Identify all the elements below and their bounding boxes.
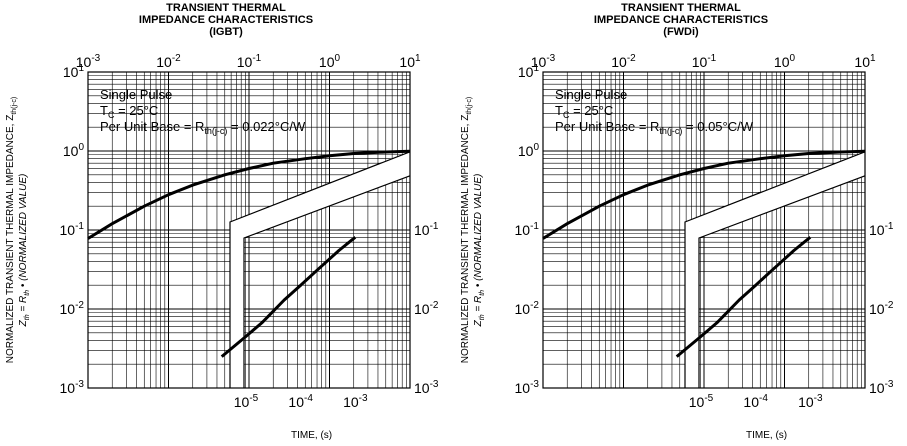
x-tick-label-bottom: 10-4 xyxy=(288,393,313,410)
region-separator xyxy=(685,151,865,388)
note-unit-base: Per Unit Base = Rth(j-c) = 0.022°C/W xyxy=(100,119,306,136)
chart-title-line1: TRANSIENT THERMAL xyxy=(621,2,741,14)
y-axis-label-sub: Zth = Rth • (NORMALIZED VALUE) xyxy=(18,174,31,328)
y-tick-label-right: 10-2 xyxy=(414,300,439,317)
y-tick-label-right: 10-2 xyxy=(869,300,894,317)
note-unit-base: Per Unit Base = Rth(j-c) = 0.05°C/W xyxy=(555,119,754,136)
y-tick-label-right: 10-1 xyxy=(869,221,894,238)
region-separator xyxy=(230,151,410,388)
chart-title-line2: IMPEDANCE CHARACTERISTICS xyxy=(593,14,769,26)
chart-title: TRANSIENT THERMAL IMPEDANCE CHARACTERIST… xyxy=(455,2,907,38)
y-tick-label-right: 10-3 xyxy=(869,379,894,396)
y-tick-label-left: 101 xyxy=(518,63,540,80)
chart-title: TRANSIENT THERMAL IMPEDANCE CHARACTERIST… xyxy=(0,2,452,38)
y-tick-label-left: 10-1 xyxy=(515,221,540,238)
chart-title-line1: TRANSIENT THERMAL xyxy=(166,2,286,14)
x-tick-label-top: 10-1 xyxy=(692,53,717,70)
y-tick-label-right: 10-3 xyxy=(414,379,439,396)
x-tick-label-top: 10-3 xyxy=(531,53,556,70)
x-axis-label: TIME, (s) xyxy=(291,430,332,441)
curve-upper-series xyxy=(87,149,411,240)
y-axis-label-sub: Zth = Rth • (NORMALIZED VALUE) xyxy=(473,174,486,328)
x-tick-label-top: 10-3 xyxy=(76,53,101,70)
x-tick-label-top: 101 xyxy=(399,53,421,70)
y-tick-label-left: 10-1 xyxy=(60,221,85,238)
note-single-pulse: Single Pulse xyxy=(555,87,627,102)
note-single-pulse: Single Pulse xyxy=(100,87,172,102)
x-tick-label-bottom: 10-3 xyxy=(343,393,368,410)
plot-frame xyxy=(87,71,411,389)
x-tick-label-bottom: 10-4 xyxy=(743,393,768,410)
plot-frame xyxy=(542,71,866,389)
y-tick-label-left: 101 xyxy=(63,63,85,80)
x-tick-label-top: 10-2 xyxy=(156,53,181,70)
chart-title-line3: (FWDi) xyxy=(663,26,699,38)
y-tick-label-left: 10-2 xyxy=(60,300,85,317)
y-tick-label-left: 100 xyxy=(63,142,85,159)
chart-svg-igbt: 10-3 10-2 10-1 100 10110-310-210-110010110-5… xyxy=(5,53,439,441)
y-tick-label-left: 10-2 xyxy=(515,300,540,317)
x-tick-label-top: 100 xyxy=(774,53,796,70)
y-axis-label-main: NORMALIZED TRANSIENT THERMAL IMPEDANCE, … xyxy=(460,97,473,363)
curve-upper-series xyxy=(542,149,866,240)
x-tick-label-bottom: 10-3 xyxy=(798,393,823,410)
y-tick-label-right: 10-1 xyxy=(414,221,439,238)
y-tick-label-left: 10-3 xyxy=(60,379,85,396)
separator-edge-upper xyxy=(684,151,866,388)
note-tc: TC = 25°C xyxy=(555,103,613,120)
curve-lower-series xyxy=(220,236,357,358)
y-tick-label-left: 10-3 xyxy=(515,379,540,396)
note-tc: TC = 25°C xyxy=(100,103,158,120)
chart-svg-fwdi: 10-3 10-2 10-1 100 10110-310-210-110010110-5… xyxy=(460,53,894,441)
chart-panel-fwdi: TRANSIENT THERMAL IMPEDANCE CHARACTERIST… xyxy=(455,0,907,446)
y-axis-label-main: NORMALIZED TRANSIENT THERMAL IMPEDANCE, … xyxy=(5,97,18,363)
separator-edge-upper xyxy=(229,151,411,388)
y-tick-label-left: 100 xyxy=(518,142,540,159)
x-tick-label-top: 10-1 xyxy=(237,53,262,70)
x-tick-label-top: 10-2 xyxy=(611,53,636,70)
x-tick-label-top: 101 xyxy=(854,53,876,70)
x-tick-label-top: 100 xyxy=(319,53,341,70)
x-tick-label-bottom: 10-5 xyxy=(689,393,714,410)
chart-title-line3: (IGBT) xyxy=(209,26,243,38)
chart-title-line2: IMPEDANCE CHARACTERISTICS xyxy=(138,14,314,26)
curve-lower-series xyxy=(675,236,812,358)
chart-panel-igbt: TRANSIENT THERMAL IMPEDANCE CHARACTERIST… xyxy=(0,0,452,446)
x-tick-label-bottom: 10-5 xyxy=(234,393,259,410)
x-axis-label: TIME, (s) xyxy=(746,430,787,441)
